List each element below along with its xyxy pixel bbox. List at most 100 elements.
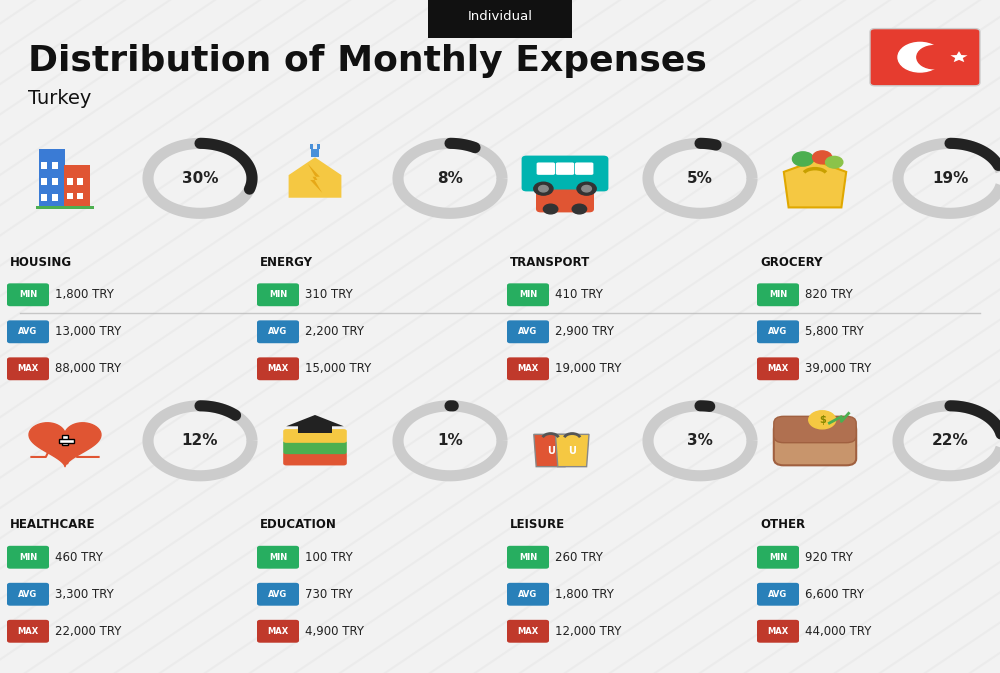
Text: 3%: 3% [687, 433, 713, 448]
Polygon shape [29, 423, 101, 466]
Text: 13,000 TRY: 13,000 TRY [55, 325, 121, 339]
Circle shape [898, 42, 942, 72]
Text: 1,800 TRY: 1,800 TRY [55, 288, 114, 302]
Circle shape [917, 46, 951, 69]
FancyBboxPatch shape [298, 425, 332, 433]
Text: Individual: Individual [468, 10, 532, 24]
Text: 310 TRY: 310 TRY [305, 288, 353, 302]
FancyBboxPatch shape [774, 417, 856, 443]
Circle shape [539, 186, 548, 192]
FancyBboxPatch shape [870, 28, 980, 86]
FancyBboxPatch shape [283, 452, 347, 466]
Text: 12%: 12% [182, 433, 218, 448]
Polygon shape [534, 434, 567, 466]
Text: ENERGY: ENERGY [260, 256, 313, 269]
FancyBboxPatch shape [522, 155, 608, 191]
FancyBboxPatch shape [7, 583, 49, 606]
Circle shape [792, 152, 814, 166]
FancyBboxPatch shape [317, 145, 320, 149]
Text: AVG: AVG [518, 327, 538, 336]
FancyBboxPatch shape [7, 546, 49, 569]
Text: OTHER: OTHER [760, 518, 805, 531]
FancyBboxPatch shape [257, 620, 299, 643]
Text: MAX: MAX [517, 364, 539, 374]
FancyBboxPatch shape [257, 320, 299, 343]
FancyBboxPatch shape [41, 178, 47, 185]
Text: 44,000 TRY: 44,000 TRY [805, 625, 871, 638]
Circle shape [534, 182, 553, 195]
Text: 2,900 TRY: 2,900 TRY [555, 325, 614, 339]
Text: 22%: 22% [932, 433, 968, 448]
FancyBboxPatch shape [757, 357, 799, 380]
FancyBboxPatch shape [257, 357, 299, 380]
FancyBboxPatch shape [41, 162, 47, 169]
FancyBboxPatch shape [283, 429, 347, 443]
Text: 3,300 TRY: 3,300 TRY [55, 588, 114, 601]
Text: GROCERY: GROCERY [760, 256, 822, 269]
Text: Turkey: Turkey [28, 89, 91, 108]
Text: 19,000 TRY: 19,000 TRY [555, 362, 621, 376]
Text: $: $ [819, 415, 826, 425]
Text: 4,900 TRY: 4,900 TRY [305, 625, 364, 638]
Text: 5%: 5% [687, 171, 713, 186]
Text: MIN: MIN [269, 290, 287, 299]
Text: 730 TRY: 730 TRY [305, 588, 353, 601]
FancyBboxPatch shape [67, 178, 73, 185]
Polygon shape [308, 164, 322, 193]
FancyBboxPatch shape [537, 162, 555, 175]
Text: MIN: MIN [19, 290, 37, 299]
Text: MAX: MAX [17, 627, 39, 636]
Text: 39,000 TRY: 39,000 TRY [805, 362, 871, 376]
Circle shape [809, 411, 836, 429]
Polygon shape [555, 434, 589, 466]
FancyBboxPatch shape [7, 320, 49, 343]
Text: 6,600 TRY: 6,600 TRY [805, 588, 864, 601]
FancyBboxPatch shape [39, 149, 65, 207]
FancyBboxPatch shape [59, 439, 74, 443]
Text: AVG: AVG [768, 327, 788, 336]
Text: 12,000 TRY: 12,000 TRY [555, 625, 621, 638]
FancyBboxPatch shape [77, 178, 83, 185]
FancyBboxPatch shape [52, 194, 58, 201]
FancyBboxPatch shape [536, 190, 594, 213]
Text: 1,800 TRY: 1,800 TRY [555, 588, 614, 601]
FancyBboxPatch shape [64, 166, 90, 207]
Text: MAX: MAX [767, 364, 789, 374]
Text: MIN: MIN [769, 553, 787, 562]
FancyBboxPatch shape [283, 440, 347, 454]
Text: TRANSPORT: TRANSPORT [510, 256, 590, 269]
Text: 410 TRY: 410 TRY [555, 288, 603, 302]
Text: LEISURE: LEISURE [510, 518, 565, 531]
FancyBboxPatch shape [757, 620, 799, 643]
FancyBboxPatch shape [52, 162, 58, 169]
FancyBboxPatch shape [62, 435, 68, 445]
FancyBboxPatch shape [757, 583, 799, 606]
FancyBboxPatch shape [7, 357, 49, 380]
Text: MIN: MIN [519, 290, 537, 299]
Text: MIN: MIN [519, 553, 537, 562]
FancyBboxPatch shape [7, 620, 49, 643]
Text: 19%: 19% [932, 171, 968, 186]
Text: Distribution of Monthly Expenses: Distribution of Monthly Expenses [28, 44, 707, 78]
Circle shape [577, 182, 596, 195]
Text: MAX: MAX [17, 364, 39, 374]
FancyBboxPatch shape [774, 423, 856, 465]
Text: EDUCATION: EDUCATION [260, 518, 337, 531]
FancyBboxPatch shape [257, 583, 299, 606]
Circle shape [572, 204, 587, 214]
Text: 30%: 30% [182, 171, 218, 186]
Circle shape [813, 151, 832, 164]
FancyBboxPatch shape [41, 194, 47, 201]
Text: AVG: AVG [268, 327, 288, 336]
Text: AVG: AVG [518, 590, 538, 599]
Text: AVG: AVG [18, 327, 38, 336]
Text: MAX: MAX [517, 627, 539, 636]
Text: 88,000 TRY: 88,000 TRY [55, 362, 121, 376]
FancyBboxPatch shape [507, 320, 549, 343]
FancyBboxPatch shape [757, 546, 799, 569]
Text: 15,000 TRY: 15,000 TRY [305, 362, 371, 376]
Polygon shape [784, 161, 846, 207]
Text: U: U [547, 446, 555, 456]
Circle shape [543, 204, 558, 214]
Text: MAX: MAX [267, 364, 289, 374]
